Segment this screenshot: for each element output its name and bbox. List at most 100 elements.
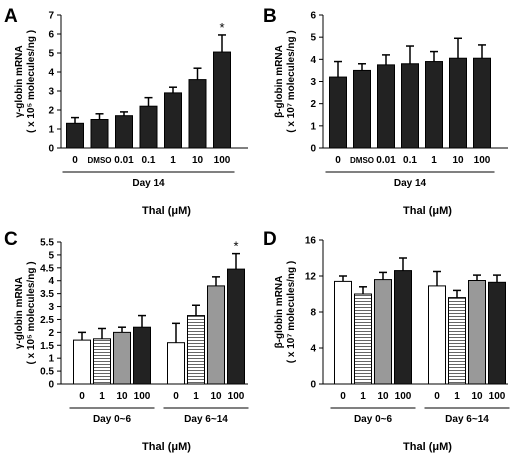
x-tick-label: 1 (454, 391, 460, 402)
panel-b: B 0 1 2 3 4 5 6 β-globin mRNA( x 10⁷ molecules/n… (263, 6, 508, 217)
y-tick-label: 2 (310, 99, 316, 110)
bar (374, 279, 392, 385)
panel-letter: B (263, 6, 277, 27)
group-label: Day 14 (394, 178, 427, 189)
bar (473, 57, 491, 149)
y-tick-label: 1 (310, 121, 316, 132)
bar (227, 268, 245, 385)
x-tick-label: 0 (79, 391, 85, 402)
panel-letter: A (4, 6, 18, 27)
y-tick-label: 2.5 (40, 315, 54, 326)
y-tick-label: 6 (310, 11, 316, 22)
x-tick-label: 0 (72, 155, 78, 166)
x-axis-label: Thal (μM) (142, 441, 191, 453)
x-tick-label: 1 (360, 391, 366, 402)
y-axis-label-line1: γ-globin mRNA (14, 277, 25, 349)
y-tick-label: 2 (48, 328, 54, 339)
bar (187, 315, 205, 385)
x-tick-label: 0 (335, 155, 341, 166)
y-tick-label: 5 (48, 49, 54, 60)
x-tick-label: 10 (377, 391, 389, 402)
y-tick-label: 0.5 (40, 367, 54, 378)
y-tick-label: 7 (48, 11, 54, 22)
bar (213, 51, 231, 149)
x-tick-label: 100 (474, 155, 491, 166)
group-label: Day 0~6 (354, 414, 393, 425)
bar (401, 63, 419, 149)
x-tick-label: 1 (193, 391, 199, 402)
x-axis-label: Thal (μM) (403, 441, 452, 453)
group-label: Day 6~14 (184, 414, 228, 425)
y-tick-label: 12 (305, 272, 317, 283)
bar (93, 338, 111, 385)
x-tick-label: 10 (192, 155, 204, 166)
panel-d: D 0 4 8 12 16 β-globin mRNA( x 10⁷ molecules/n… (263, 229, 510, 453)
bar (428, 285, 446, 385)
y-tick-label: 3 (310, 77, 316, 88)
x-tick-label: DMSO (88, 156, 112, 165)
y-tick-label: 1 (48, 354, 54, 365)
y-tick-label: 0 (48, 144, 54, 155)
y-tick-label: 4 (48, 68, 54, 79)
bar (188, 79, 207, 149)
bar (139, 105, 158, 149)
y-tick-label: 1.5 (40, 341, 54, 352)
y-axis-label-line1: β-globin mRNA (274, 276, 285, 349)
bar (133, 326, 151, 385)
x-tick-label: 0.01 (376, 155, 396, 166)
y-tick-label: 4.5 (40, 263, 54, 274)
x-tick-label: 0.1 (403, 155, 417, 166)
y-tick-label: 1 (48, 125, 54, 136)
x-axis-label: Thal (μM) (142, 205, 191, 217)
y-tick-label: 8 (310, 308, 316, 319)
x-axis-label: Thal (μM) (403, 205, 452, 217)
x-tick-label: 10 (471, 391, 483, 402)
y-tick-label: 3 (48, 87, 54, 98)
y-tick-label: 4 (48, 276, 54, 287)
x-tick-label: 0.01 (114, 155, 134, 166)
bar (425, 61, 443, 149)
x-tick-label: 0 (340, 391, 346, 402)
group-label: Day 6~14 (445, 414, 489, 425)
y-tick-label: 5 (48, 250, 54, 261)
bar (73, 339, 91, 385)
y-tick-label: 5.5 (40, 238, 54, 249)
bar (66, 122, 84, 149)
group-label: Day 0~6 (93, 414, 132, 425)
y-tick-label: 16 (305, 236, 317, 247)
bar (167, 342, 185, 385)
y-tick-label: 4 (310, 344, 316, 355)
x-tick-label: 1 (431, 155, 437, 166)
x-tick-label: 0 (173, 391, 179, 402)
x-tick-label: 100 (395, 391, 412, 402)
x-tick-label: 100 (228, 391, 245, 402)
bar (448, 297, 466, 385)
x-tick-label: 100 (489, 391, 506, 402)
x-tick-label: 10 (210, 391, 222, 402)
bar (354, 293, 372, 385)
y-tick-label: 0 (310, 380, 316, 391)
y-axis-label-line2: ( x 10⁵ molecules/ng ) (26, 261, 37, 364)
y-axis-label-line2: ( x 10⁵ molecules/ng ) (26, 30, 37, 133)
y-tick-label: 3.5 (40, 289, 54, 300)
y-axis-label-line2: ( x 10⁷ molecules/ng ) (286, 261, 297, 364)
bar (207, 285, 225, 385)
y-tick-label: 2 (48, 106, 54, 117)
panel-c: C 0 0.5 1 1.5 2 2.5 3 3.5 4 4.5 55.5 γ-globin mRNA( … (4, 229, 249, 453)
x-tick-label: 0 (434, 391, 440, 402)
y-tick-label: 4 (310, 55, 316, 66)
bar (90, 119, 109, 149)
y-tick-label: 0 (310, 144, 316, 155)
y-tick-label: 5 (310, 33, 316, 44)
bar (449, 57, 467, 149)
bar (113, 331, 131, 385)
significance-marker: * (233, 239, 238, 254)
bar (377, 64, 395, 149)
y-axis-label-line2: ( x 10⁷ molecules/ng ) (286, 30, 297, 133)
bar (334, 280, 352, 385)
x-tick-label: 1 (99, 391, 105, 402)
bar (115, 115, 133, 149)
x-tick-label: 1 (170, 155, 176, 166)
x-tick-label: 10 (116, 391, 128, 402)
